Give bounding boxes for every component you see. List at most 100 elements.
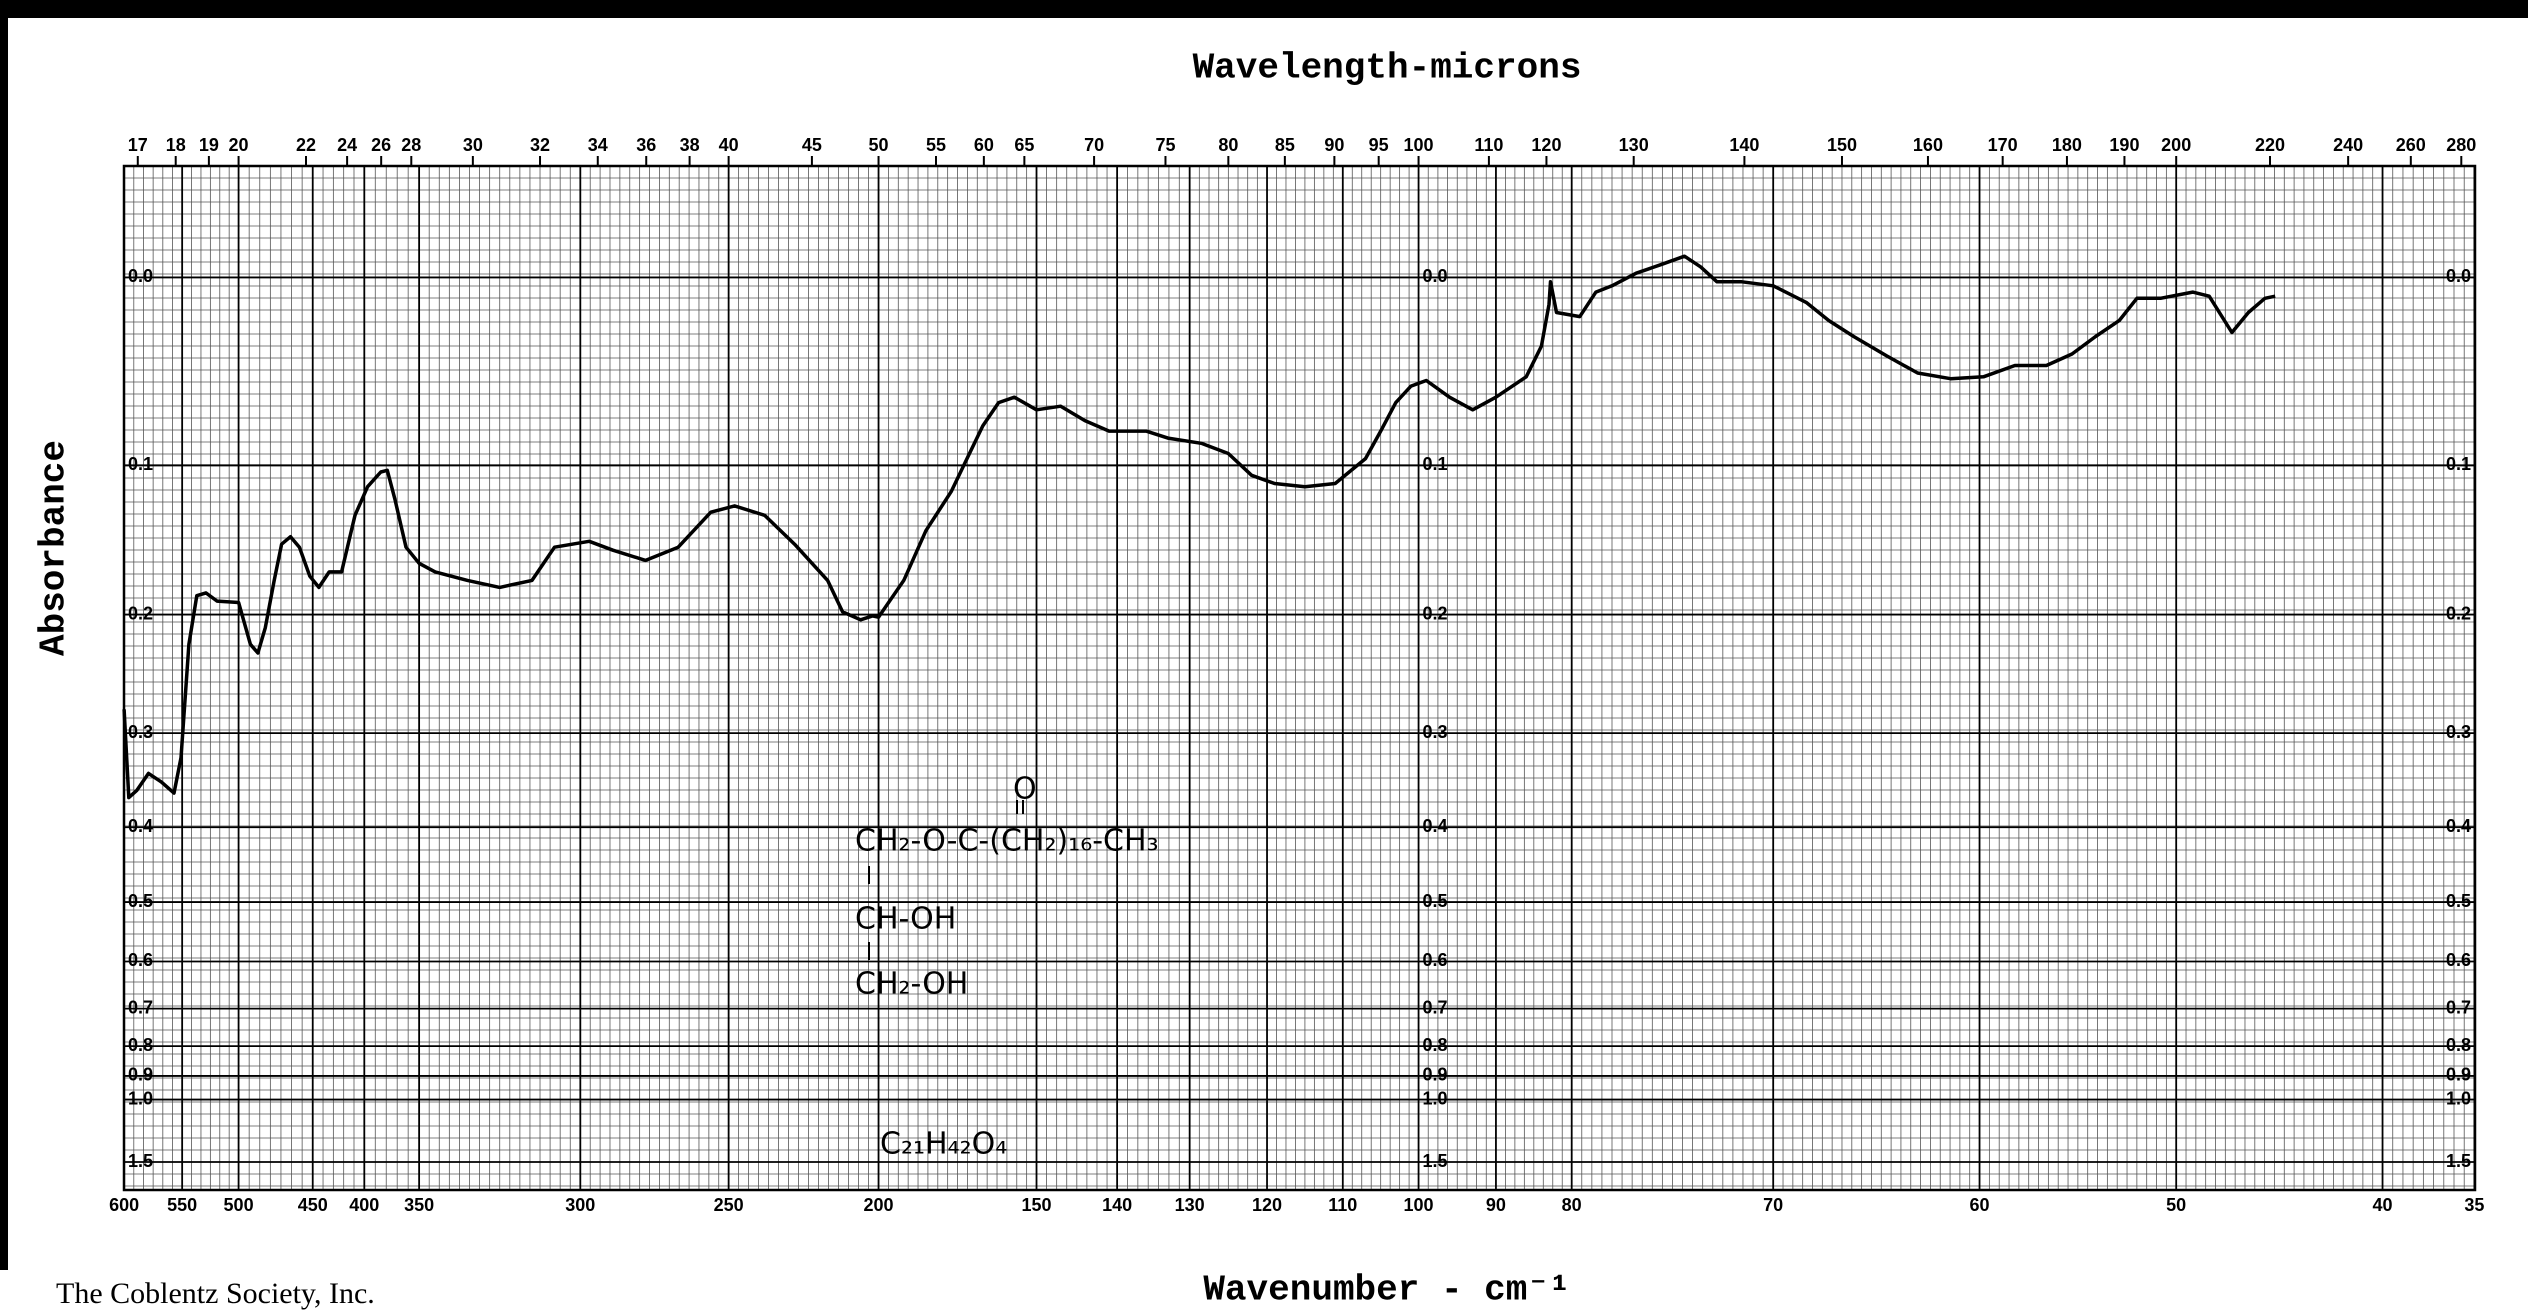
y-tick-label: 0.7 [1423, 997, 1448, 1017]
y-tick-label: 1.0 [128, 1088, 153, 1108]
y-tick-label: 1.5 [1423, 1151, 1448, 1171]
x2-tick-label: 100 [1404, 135, 1434, 155]
x2-tick-label: 240 [2333, 135, 2363, 155]
x2-tick-label: 50 [869, 135, 889, 155]
x-tick-label: 50 [2166, 1195, 2186, 1215]
x2-tick-label: 180 [2052, 135, 2082, 155]
x-tick-label: 500 [224, 1195, 254, 1215]
x2-tick-label: 80 [1218, 135, 1238, 155]
annotation: CH₂-O-C-(CH₂)₁₆-CH₃ [855, 824, 1159, 859]
x2-tick-label: 70 [1084, 135, 1104, 155]
x2-tick-label: 65 [1014, 135, 1034, 155]
x-tick-label: 60 [1970, 1195, 1990, 1215]
x-tick-label: 40 [2373, 1195, 2393, 1215]
spectrum-line [122, 254, 2276, 800]
x2-tick-label: 40 [719, 135, 739, 155]
y-tick-label: 0.2 [128, 603, 153, 623]
x2-tick-label: 45 [802, 135, 822, 155]
x2-tick-label: 190 [2109, 135, 2139, 155]
x2-tick-label: 160 [1913, 135, 1943, 155]
chart-title: Wavelength-microns [1193, 48, 1582, 89]
annotation: C₂₁H₄₂O₄ [880, 1127, 1007, 1162]
x-tick-label: 100 [1404, 1195, 1434, 1215]
x2-tick-label: 55 [926, 135, 946, 155]
x-tick-label: 70 [1763, 1195, 1783, 1215]
x2-tick-label: 130 [1619, 135, 1649, 155]
x-tick-label: 350 [404, 1195, 434, 1215]
annotation: CH-OH [855, 902, 956, 937]
y-tick-label: 0.8 [128, 1035, 153, 1055]
x2-tick-label: 110 [1474, 135, 1503, 155]
x-tick-label: 110 [1328, 1195, 1357, 1215]
y-tick-label: 0.2 [1423, 603, 1448, 623]
x2-tick-label: 90 [1324, 135, 1344, 155]
x2-tick-label: 120 [1531, 135, 1561, 155]
y-tick-label: 0.7 [2446, 997, 2471, 1017]
x2-tick-label: 32 [530, 135, 550, 155]
x-tick-label: 400 [349, 1195, 379, 1215]
annotation: CH₂-OH [855, 967, 968, 1002]
x2-tick-label: 85 [1275, 135, 1295, 155]
y-axis-label: Absorbance [34, 440, 75, 656]
y-tick-label: 0.6 [2446, 950, 2471, 970]
x2-tick-label: 28 [401, 135, 421, 155]
x2-tick-label: 220 [2255, 135, 2285, 155]
y-tick-label: 0.9 [128, 1065, 153, 1085]
x-tick-label: 250 [714, 1195, 744, 1215]
y-tick-label: 0.5 [1423, 891, 1448, 911]
scan-border [0, 0, 8, 1270]
x2-tick-label: 36 [636, 135, 656, 155]
y-tick-label: 0.8 [2446, 1035, 2471, 1055]
y-tick-label: 1.0 [2446, 1088, 2471, 1108]
grid [122, 164, 2477, 1192]
y-tick-label: 0.0 [1423, 266, 1448, 286]
x2-tick-label: 18 [166, 135, 186, 155]
x2-tick-label: 170 [1988, 135, 2018, 155]
plot-frame [122, 164, 2477, 1192]
y-tick-label: 0.4 [128, 816, 153, 836]
y-tick-label: 0.1 [2446, 454, 2471, 474]
x2-tick-label: 200 [2161, 135, 2191, 155]
annotation: O [1013, 772, 1037, 807]
x2-tick-label: 24 [337, 135, 357, 155]
x-tick-label: 150 [1021, 1195, 1051, 1215]
y-tick-label: 0.6 [128, 950, 153, 970]
x2-tick-label: 22 [296, 135, 316, 155]
y-tick-label: 0.3 [2446, 722, 2471, 742]
x-tick-label: 90 [1486, 1195, 1506, 1215]
x2-tick-label: 19 [199, 135, 219, 155]
y-tick-label: 0.6 [1423, 950, 1448, 970]
y-tick-label: 1.5 [128, 1151, 153, 1171]
x-tick-label: 130 [1175, 1195, 1205, 1215]
x2-tick-label: 30 [463, 135, 483, 155]
y-tick-label: 0.0 [128, 266, 153, 286]
x2-tick-label: 150 [1827, 135, 1857, 155]
y-tick-label: 0.9 [2446, 1065, 2471, 1085]
x-tick-label: 450 [298, 1195, 328, 1215]
ticks: 600 550 500 450 400 350 300 250 200 150 140 130 120 1… [109, 135, 2484, 1215]
x-tick-label: 35 [2464, 1195, 2484, 1215]
x2-tick-label: 140 [1729, 135, 1759, 155]
x2-tick-label: 260 [2396, 135, 2426, 155]
x2-tick-label: 34 [588, 135, 608, 155]
x2-tick-label: 95 [1369, 135, 1389, 155]
y-tick-label: 0.9 [1423, 1065, 1448, 1085]
y-tick-label: 0.2 [2446, 603, 2471, 623]
x2-tick-label: 75 [1155, 135, 1175, 155]
y-tick-label: 0.7 [128, 997, 153, 1017]
x2-tick-label: 26 [371, 135, 391, 155]
y-tick-label: 0.8 [1423, 1035, 1448, 1055]
y-tick-label: 0.1 [1423, 454, 1448, 474]
x-tick-label: 600 [109, 1195, 139, 1215]
scan-border [0, 0, 2528, 18]
y-tick-label: 0.5 [2446, 891, 2471, 911]
x2-tick-label: 60 [974, 135, 994, 155]
y-tick-label: 1.5 [2446, 1151, 2471, 1171]
y-tick-label: 1.0 [1423, 1088, 1448, 1108]
credit: The Coblentz Society, Inc. [56, 1277, 375, 1310]
y-tick-label: 0.4 [2446, 816, 2471, 836]
x-tick-label: 200 [864, 1195, 894, 1215]
x2-tick-label: 38 [680, 135, 700, 155]
x-tick-label: 140 [1102, 1195, 1132, 1215]
